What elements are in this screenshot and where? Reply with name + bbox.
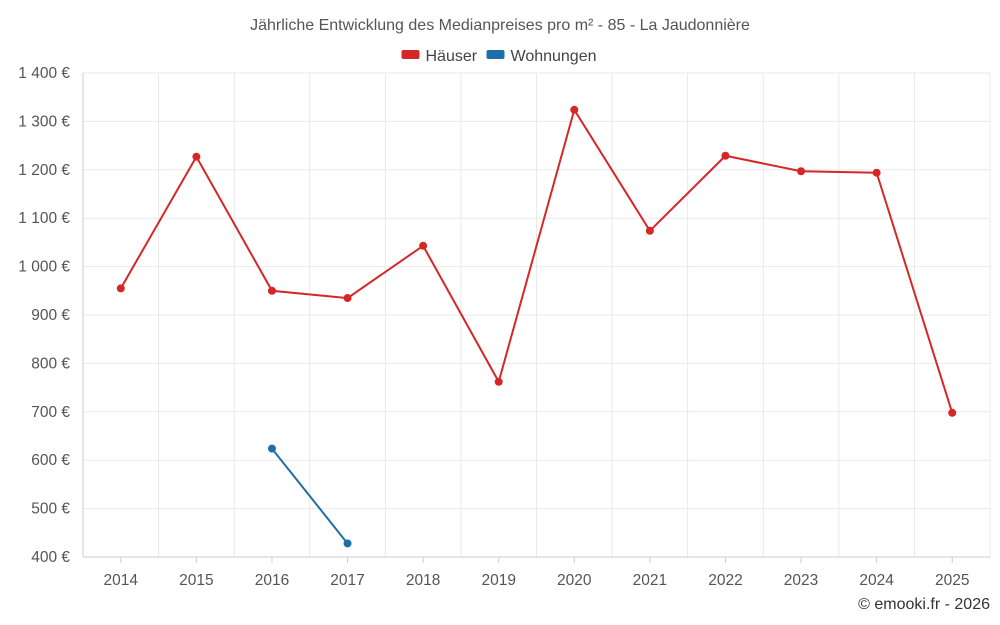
x-tick-label: 2025 bbox=[935, 572, 969, 589]
data-point[interactable] bbox=[343, 294, 352, 303]
data-point[interactable] bbox=[797, 167, 806, 176]
data-point[interactable] bbox=[570, 105, 579, 114]
legend-label: Wohnungen bbox=[511, 48, 597, 65]
x-tick-label: 2015 bbox=[179, 572, 213, 589]
legend-swatch bbox=[401, 50, 420, 59]
y-tick-label: 1 300 € bbox=[18, 113, 70, 130]
y-tick-label: 1 200 € bbox=[18, 162, 70, 179]
x-tick-label: 2023 bbox=[784, 572, 818, 589]
x-tick-label: 2014 bbox=[104, 572, 139, 589]
series-layer bbox=[116, 105, 957, 548]
series-line bbox=[119, 107, 954, 414]
x-tick-label: 2017 bbox=[330, 572, 364, 589]
y-tick-label: 900 € bbox=[31, 307, 70, 324]
data-point[interactable] bbox=[872, 168, 881, 177]
x-tick-label: 2019 bbox=[481, 572, 515, 589]
y-tick-label: 500 € bbox=[31, 501, 70, 518]
y-tick-label: 800 € bbox=[31, 355, 70, 372]
data-point[interactable] bbox=[419, 241, 428, 250]
series-line bbox=[271, 447, 349, 545]
x-tick-label: 2024 bbox=[859, 572, 894, 589]
legend[interactable]: Häuser Wohnungen bbox=[401, 48, 597, 65]
grid-layer bbox=[83, 72, 991, 557]
x-tick-label: 2020 bbox=[557, 572, 592, 589]
chart-title: Jährliche Entwicklung des Medianpreises … bbox=[250, 17, 750, 34]
legend-label: Häuser bbox=[426, 48, 478, 65]
series-wohnungen bbox=[267, 444, 352, 548]
data-point[interactable] bbox=[721, 151, 730, 160]
data-point[interactable] bbox=[192, 152, 201, 161]
y-tick-label: 1 400 € bbox=[18, 65, 70, 82]
y-tick-label: 1 000 € bbox=[18, 259, 70, 276]
data-point[interactable] bbox=[645, 226, 654, 235]
credit-text: © emooki.fr - 2026 bbox=[858, 596, 990, 613]
y-tick-label: 600 € bbox=[31, 452, 70, 469]
data-point[interactable] bbox=[116, 284, 125, 293]
axis-layer: 400 € 500 € 600 € 700 € 800 € 900 € 1 000 € 1 1… bbox=[18, 65, 990, 589]
data-point[interactable] bbox=[267, 444, 276, 453]
y-tick-label: 700 € bbox=[31, 404, 70, 421]
data-point[interactable] bbox=[494, 377, 503, 386]
legend-swatch bbox=[486, 50, 505, 59]
data-point[interactable] bbox=[948, 408, 957, 417]
x-tick-label: 2022 bbox=[708, 572, 742, 589]
y-tick-label: 1 100 € bbox=[18, 210, 70, 227]
series-häuser bbox=[116, 105, 957, 417]
x-tick-label: 2016 bbox=[255, 572, 289, 589]
legend-item-wohnungen[interactable]: Wohnungen bbox=[486, 48, 597, 65]
x-tick-label: 2021 bbox=[633, 572, 667, 589]
data-point[interactable] bbox=[267, 286, 276, 295]
data-point[interactable] bbox=[343, 539, 352, 548]
legend-item-häuser[interactable]: Häuser bbox=[401, 48, 478, 65]
y-tick-label: 400 € bbox=[31, 549, 70, 566]
x-tick-label: 2018 bbox=[406, 572, 440, 589]
